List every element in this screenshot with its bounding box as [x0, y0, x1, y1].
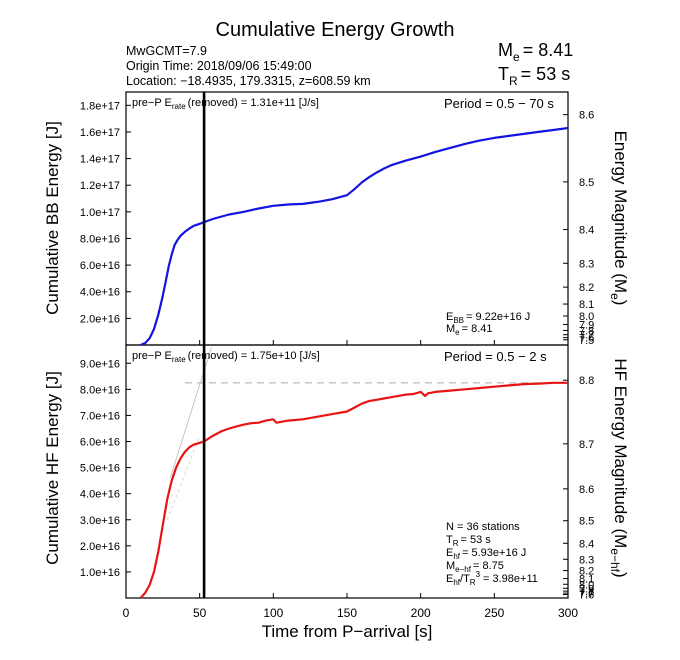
right-tick-label: 8.6 — [579, 110, 594, 122]
right-tick-label: 8.0 — [579, 579, 594, 591]
x-tick-label: 50 — [193, 606, 207, 620]
y-tick-label: 9.0e+16 — [80, 358, 120, 370]
top-prep-rate-label: pre−P Erate (removed) = 1.31e+11 [J/s] — [132, 97, 319, 111]
y-tick-label: 3.0e+16 — [80, 515, 120, 527]
right-tick-label: 8.5 — [579, 177, 594, 189]
right-tick-label: 7.8 — [579, 325, 594, 337]
right-tick-label: 8.5 — [579, 516, 594, 528]
bb-energy-line — [140, 126, 569, 347]
hf-energy-line — [139, 381, 568, 599]
top-right-axis-label: Energy Magnitude (Me) — [608, 131, 630, 306]
right-tick-label: 8.0 — [579, 311, 594, 323]
y-tick-label: 8.0e+16 — [80, 384, 120, 396]
right-tick-label: 7.5 — [579, 335, 594, 347]
right-tick-label: 8.1 — [579, 299, 594, 311]
top-right-axis-ticks: 7.57.67.77.87.98.08.1 8.2 8.3 8.4 8.5 8.6 — [563, 110, 594, 347]
right-tick-label: 7.7 — [579, 588, 594, 600]
right-tick-label: 7.8 — [579, 586, 594, 598]
header-tr: TR = 53 s — [498, 64, 570, 88]
x-tick-label: 300 — [558, 606, 578, 620]
right-tick-label: 8.7 — [579, 439, 594, 451]
y-tick-label: 1.8e+17 — [80, 100, 120, 112]
bottom-ann-mhf: Me−hf = 8.75 — [446, 560, 504, 574]
y-tick-label: 4.0e+16 — [80, 489, 120, 501]
bottom-y-axis-ticks: 1.0e+16 2.0e+16 3.0e+16 4.0e+16 5.0e+16 6.0e+… — [80, 358, 131, 579]
right-tick-label: 8.3 — [579, 554, 594, 566]
x-tick-label: 200 — [411, 606, 431, 620]
bottom-ann-tr: TR = 53 s — [446, 534, 491, 548]
top-y-axis-label: Cumulative BB Energy [J] — [43, 121, 62, 315]
y-tick-label: 1.2e+17 — [80, 180, 120, 192]
x-tick-label: 250 — [484, 606, 504, 620]
y-tick-label: 6.0e+16 — [80, 260, 120, 272]
bottom-prep-rate-label: pre−P Erate (removed) = 1.75e+10 [J/s] — [132, 350, 320, 364]
header-me: Me = 8.41 — [498, 40, 573, 64]
y-tick-label: 2.0e+16 — [80, 313, 120, 325]
header-mwgcmt: MwGCMT=7.9 — [126, 44, 207, 58]
right-tick-label: 8.4 — [579, 538, 594, 550]
y-tick-label: 1.6e+17 — [80, 127, 120, 139]
top-panel-frame — [125, 91, 569, 346]
right-tick-label: 8.2 — [579, 282, 594, 294]
y-tick-label: 1.0e+17 — [80, 207, 120, 219]
top-ann-energy: EBB = 9.22e+16 J — [446, 311, 530, 325]
x-tick-label: 0 — [123, 606, 130, 620]
right-tick-label: 8.4 — [579, 225, 594, 237]
x-axis-ticks: 0 50 100 150 200 250 300 — [123, 340, 578, 620]
top-y-axis-ticks: 2.0e+16 4.0e+16 6.0e+16 8.0e+16 1.0e+17 1.2e+… — [80, 100, 131, 325]
series-lines — [139, 92, 569, 599]
right-tick-label: 8.8 — [579, 375, 594, 387]
right-tick-label: 8.1 — [579, 574, 594, 586]
bottom-ann-ehf: Ehf = 5.93e+16 J — [446, 547, 526, 561]
header-location: Location: −18.4935, 179.3315, z=608.59 k… — [126, 74, 371, 88]
x-axis-label: Time from P−arrival [s] — [262, 622, 433, 641]
bottom-ann-ratio: Ehf/TR3 = 3.98e+11 — [446, 570, 538, 587]
bottom-y-axis-label: Cumulative HF Energy [J] — [43, 371, 62, 565]
bottom-period-label: Period = 0.5 − 2 s — [444, 349, 547, 364]
right-tick-label: 7.7 — [579, 330, 594, 342]
right-tick-label: 7.9 — [579, 583, 594, 595]
y-tick-label: 4.0e+16 — [80, 287, 120, 299]
bottom-right-axis-ticks: 7.67.77.87.98.08.18.28.3 8.4 8.5 8.6 8.7 8.8 — [563, 375, 594, 602]
right-tick-label: 8.6 — [579, 484, 594, 496]
right-tick-label: 8.2 — [579, 566, 594, 578]
y-tick-label: 5.0e+16 — [80, 463, 120, 475]
right-tick-label: 7.9 — [579, 319, 594, 331]
top-ann-magnitude: Me = 8.41 — [446, 323, 493, 337]
right-tick-label: 7.6 — [579, 333, 594, 345]
guide-line — [166, 436, 201, 520]
y-tick-label: 8.0e+16 — [80, 233, 120, 245]
header-origin-time: Origin Time: 2018/09/06 15:49:00 — [126, 59, 312, 73]
right-tick-label: 8.3 — [579, 258, 594, 270]
top-period-label: Period = 0.5 − 70 s — [444, 96, 554, 111]
right-tick-label: 7.6 — [579, 590, 594, 602]
x-tick-label: 150 — [337, 606, 357, 620]
bottom-right-axis-label: HF Energy Magnitude (Me−hf) — [608, 358, 630, 577]
y-tick-label: 6.0e+16 — [80, 437, 120, 449]
x-tick-label: 100 — [263, 606, 283, 620]
figure-title: Cumulative Energy Growth — [216, 19, 455, 41]
y-tick-label: 1.0e+16 — [80, 567, 120, 579]
bottom-ann-stations: N = 36 stations — [446, 521, 520, 533]
y-tick-label: 1.4e+17 — [80, 154, 120, 166]
y-tick-label: 7.0e+16 — [80, 410, 120, 422]
y-tick-label: 2.0e+16 — [80, 541, 120, 553]
